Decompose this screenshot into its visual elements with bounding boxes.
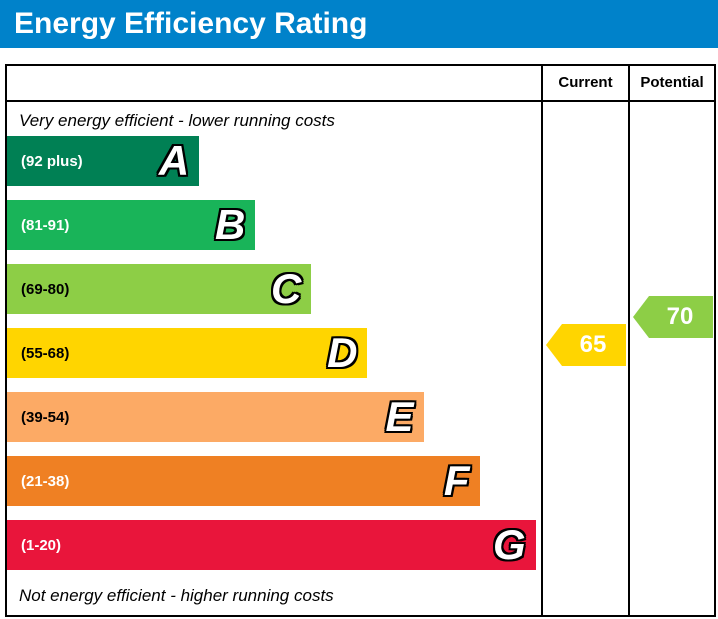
potential-rating-arrow: 70 bbox=[633, 296, 713, 338]
rating-band-row: (39-54) E bbox=[7, 392, 541, 442]
bottom-note: Not energy efficient - higher running co… bbox=[19, 586, 334, 605]
potential-column: 70 bbox=[628, 102, 714, 615]
current-column-header: Current bbox=[541, 66, 628, 100]
page-title: Energy Efficiency Rating bbox=[0, 0, 718, 48]
potential-column-header: Potential bbox=[628, 66, 714, 100]
band-letter: D bbox=[327, 329, 358, 376]
band-range-label: (1-20) bbox=[21, 536, 62, 554]
band-range-label: (39-54) bbox=[21, 408, 70, 426]
band-range-label: (69-80) bbox=[21, 280, 70, 298]
band-range-label: (21-38) bbox=[21, 472, 70, 490]
bands-column: Very energy efficient - lower running co… bbox=[7, 102, 541, 615]
band-range-label: (81-91) bbox=[21, 216, 70, 234]
rating-band-row: (21-38) F bbox=[7, 456, 541, 506]
current-column: 65 bbox=[541, 102, 628, 615]
band-letter: G bbox=[492, 521, 526, 568]
rating-chart: Current Potential Very energy efficient … bbox=[5, 64, 716, 617]
current-rating-arrow: 65 bbox=[546, 324, 626, 366]
rating-band-row: (92 plus) A bbox=[7, 136, 541, 186]
rating-bands: (92 plus) A (81-91) B (69-80) C (55-68) … bbox=[7, 136, 541, 584]
rating-band: (92 plus) A bbox=[7, 136, 200, 186]
rating-band: (1-20) G bbox=[7, 520, 536, 570]
rating-band: (55-68) D bbox=[7, 328, 368, 378]
band-range-label: (55-68) bbox=[21, 344, 70, 362]
band-letter: B bbox=[214, 201, 246, 248]
band-letter: E bbox=[385, 393, 414, 440]
band-letter: A bbox=[158, 137, 190, 184]
rating-band: (21-38) F bbox=[7, 456, 480, 506]
rating-band: (69-80) C bbox=[7, 264, 312, 314]
band-range-label: (92 plus) bbox=[21, 152, 83, 170]
rating-band: (81-91) B bbox=[7, 200, 256, 250]
rating-band-row: (55-68) D bbox=[7, 328, 541, 378]
rating-band-row: (81-91) B bbox=[7, 200, 541, 250]
band-letter: C bbox=[271, 265, 302, 312]
chart-body: Very energy efficient - lower running co… bbox=[7, 102, 714, 615]
rating-band-row: (1-20) G bbox=[7, 520, 541, 570]
band-letter: F bbox=[443, 457, 470, 504]
rating-band-row: (69-80) C bbox=[7, 264, 541, 314]
top-note: Very energy efficient - lower running co… bbox=[19, 111, 335, 130]
header-spacer bbox=[7, 66, 541, 100]
rating-band: (39-54) E bbox=[7, 392, 424, 442]
potential-rating-value: 70 bbox=[666, 303, 694, 330]
chart-header-row: Current Potential bbox=[7, 66, 714, 102]
current-rating-value: 65 bbox=[579, 331, 607, 358]
